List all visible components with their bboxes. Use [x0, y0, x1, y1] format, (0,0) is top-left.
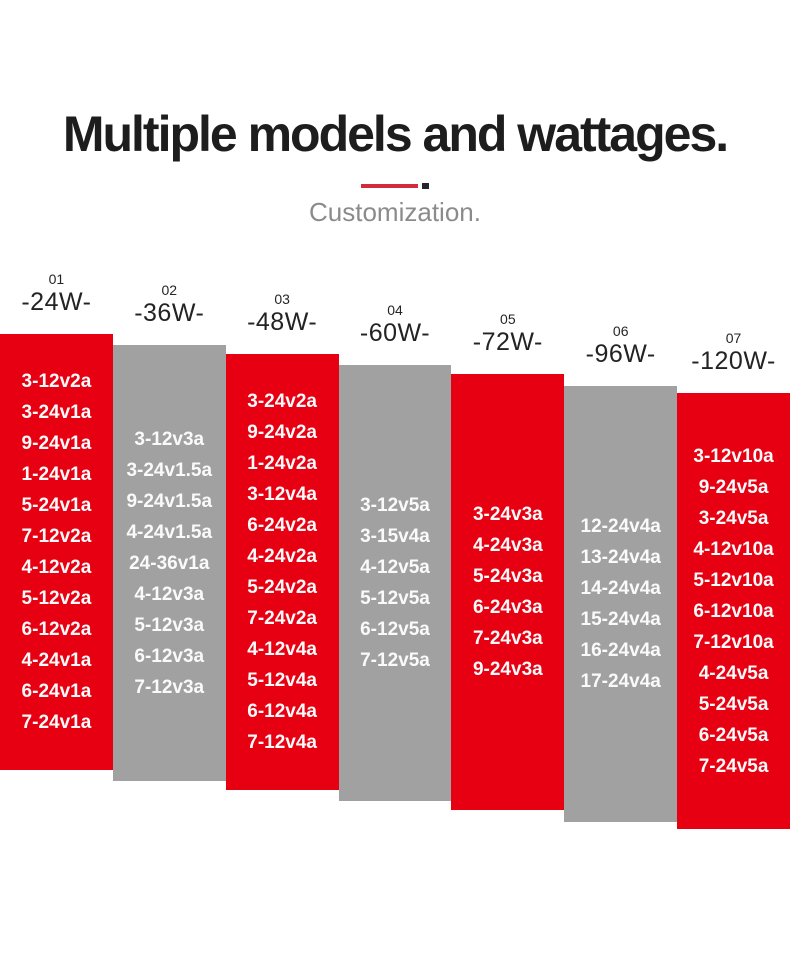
model-item: 4-24v2a [247, 546, 317, 567]
column-96w: 06 -96W- 12-24v4a 13-24v4a 14-24v4a 15-24v4a 1… [564, 322, 678, 822]
column-24w: 01 -24W- 3-12v2a 3-24v1a 9-24v1a 1-24v1a 5-24v… [0, 270, 113, 770]
model-item: 24-36v1a [129, 552, 210, 574]
model-item: 7-24v2a [247, 608, 317, 629]
model-item: 3-24v1a [21, 402, 92, 423]
model-item: 4-24v1.5a [126, 521, 213, 543]
model-item: 4-24v1a [21, 650, 92, 671]
column-block: 3-12v2a 3-24v1a 9-24v1a 1-24v1a 5-24v1a 7-12v… [0, 334, 113, 770]
model-item: 5-24v1a [21, 495, 92, 516]
divider-dot [422, 183, 429, 189]
model-item: 3-12v4a [247, 484, 317, 505]
model-item: 3-12v2a [21, 371, 92, 392]
model-item: 13-24v4a [580, 547, 661, 568]
model-item: 9-24v3a [472, 659, 543, 680]
column-block: 3-12v5a 3-15v4a 4-12v5a 5-12v5a 6-12v5a 7-12v… [338, 365, 452, 801]
model-item: 7-24v3a [472, 628, 543, 649]
column-index: 03 [274, 291, 290, 307]
model-item: 12-24v4a [580, 516, 661, 537]
model-item: 7-12v2a [21, 526, 92, 547]
model-item: 6-12v5a [360, 619, 430, 640]
column-block: 12-24v4a 13-24v4a 14-24v4a 15-24v4a 16-24v4a… [564, 386, 678, 822]
model-item: 4-24v5a [698, 662, 769, 684]
model-item: 6-12v10a [693, 600, 774, 622]
model-item: 3-12v5a [360, 495, 430, 516]
model-item: 6-24v1a [21, 681, 92, 702]
model-item: 5-24v3a [472, 566, 543, 587]
model-item: 5-12v2a [21, 588, 92, 609]
model-item: 9-24v2a [247, 422, 317, 443]
model-item: 5-12v4a [247, 670, 317, 691]
model-item: 3-24v5a [698, 507, 769, 529]
page-title: Multiple models and wattages. [62, 106, 729, 162]
model-item: 6-12v4a [247, 701, 317, 722]
column-index: 05 [500, 311, 516, 327]
divider-line [361, 184, 418, 188]
column-index: 01 [48, 271, 65, 287]
column-block: 3-24v2a 9-24v2a 1-24v2a 3-12v4a 6-24v2a 4-24v… [225, 354, 339, 790]
model-item: 14-24v4a [580, 578, 661, 599]
model-item: 7-24v5a [698, 755, 769, 777]
column-48w: 03 -48W- 3-24v2a 9-24v2a 1-24v2a 3-12v4a 6-24v… [225, 290, 339, 790]
model-item: 3-24v2a [247, 391, 317, 412]
model-item: 16-24v4a [580, 640, 661, 661]
model-item: 6-24v2a [247, 515, 317, 536]
model-item: 17-24v4a [580, 671, 661, 692]
column-wattage: -24W- [21, 288, 92, 316]
column-block: 3-24v3a 4-24v3a 5-24v3a 6-24v3a 7-24v3a 9-24v… [451, 374, 565, 810]
column-block: 3-12v3a 3-24v1.5a 9-24v1.5a 4-24v1.5a 24-36v… [112, 345, 226, 781]
model-item: 1-24v1a [21, 464, 92, 485]
column-index: 02 [161, 282, 178, 298]
column-index: 06 [612, 323, 629, 339]
column-wattage: -48W- [247, 308, 318, 336]
column-wattage: -36W- [134, 299, 205, 327]
column-wattage: -96W- [585, 340, 656, 368]
model-item: 15-24v4a [580, 609, 661, 630]
model-item: 4-12v10a [693, 538, 774, 560]
model-item: 3-15v4a [360, 526, 430, 547]
model-item: 9-24v1.5a [126, 490, 213, 512]
model-item: 3-24v3a [472, 504, 543, 525]
model-item: 5-12v10a [693, 569, 774, 591]
divider [0, 183, 790, 189]
column-wattage: -120W- [691, 347, 776, 375]
column-wattage: -60W- [359, 319, 431, 347]
model-item: 5-12v5a [360, 588, 430, 609]
page-subtitle: Customization. [309, 197, 481, 227]
model-item: 3-24v1.5a [126, 459, 213, 481]
column-block: 3-12v10a 9-24v5a 3-24v5a 4-12v10a 5-12v10a 6-… [677, 393, 790, 829]
model-item: 6-12v3a [134, 645, 205, 667]
model-item: 4-24v3a [472, 535, 543, 556]
model-item: 9-24v5a [698, 476, 769, 498]
model-item: 6-12v2a [21, 619, 92, 640]
model-item: 7-12v4a [247, 732, 317, 753]
model-item: 5-24v2a [247, 577, 317, 598]
model-item: 6-24v5a [698, 724, 769, 746]
model-item: 3-12v10a [693, 445, 774, 467]
model-item: 7-12v10a [693, 631, 774, 653]
column-36w: 02 -36W- 3-12v3a 3-24v1.5a 9-24v1.5a 4-24v1.5… [112, 281, 226, 781]
model-item: 6-24v3a [472, 597, 543, 618]
model-item: 5-24v5a [698, 693, 769, 715]
model-item: 1-24v2a [247, 453, 317, 474]
model-item: 7-12v5a [360, 650, 430, 671]
column-wattage: -72W- [472, 328, 543, 356]
column-60w: 04 -60W- 3-12v5a 3-15v4a 4-12v5a 5-12v5a 6-12v… [338, 301, 452, 801]
model-item: 4-12v5a [360, 557, 430, 578]
model-item: 4-12v4a [247, 639, 317, 660]
model-item: 7-24v1a [21, 712, 92, 733]
column-index: 07 [725, 330, 742, 346]
column-120w: 07 -120W- 3-12v10a 9-24v5a 3-24v5a 4-12v10a 5-… [677, 329, 790, 829]
column-index: 04 [387, 302, 403, 318]
model-item: 5-12v3a [134, 614, 205, 636]
model-item: 3-12v3a [134, 428, 205, 450]
model-item: 4-12v2a [21, 557, 92, 578]
model-item: 7-12v3a [134, 676, 205, 698]
column-72w: 05 -72W- 3-24v3a 4-24v3a 5-24v3a 6-24v3a 7-24v… [451, 310, 565, 810]
model-item: 9-24v1a [21, 433, 92, 454]
model-item: 4-12v3a [134, 583, 205, 605]
